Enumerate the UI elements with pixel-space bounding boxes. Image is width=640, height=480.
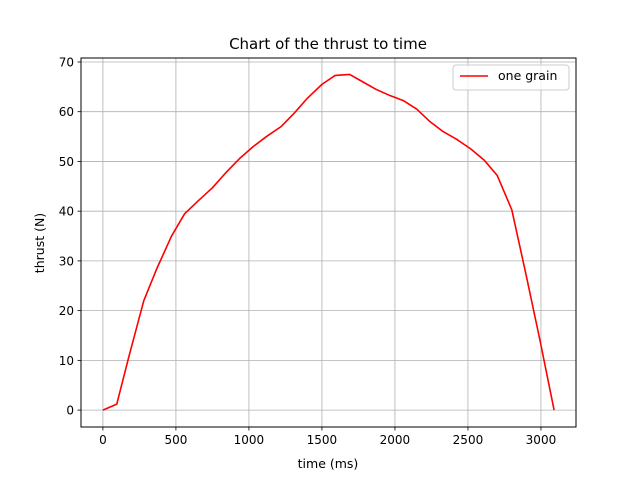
series-lines [102,73,555,411]
y-tick-label: 70 [59,55,74,69]
x-tick-label: 1000 [234,433,265,447]
x-axis-ticks: 0 500 1000 1500 2000 2500 3000 [99,427,556,447]
x-tick-label: 0 [99,433,107,447]
y-axis-ticks: 0 10 20 30 40 50 60 70 [59,55,81,418]
y-tick-label: 50 [59,155,74,169]
y-tick-label: 40 [59,205,74,219]
x-tick-label: 2500 [453,433,484,447]
x-tick-label: 1500 [307,433,338,447]
grid [81,58,576,427]
x-tick-label: 3000 [526,433,557,447]
x-tick-label: 2000 [380,433,411,447]
series-line-one-grain [102,73,555,411]
y-tick-label: 10 [59,354,74,368]
y-tick-label: 30 [59,254,74,268]
chart-title: Chart of the thrust to time [229,35,427,53]
legend: one grain [452,64,570,91]
x-tick-label: 500 [164,433,187,447]
y-tick-label: 0 [66,404,74,418]
legend-label-one-grain: one grain [498,68,557,83]
y-tick-label: 60 [59,105,74,119]
x-axis-label: time (ms) [298,456,359,471]
legend-box [452,64,570,91]
plot-frame [80,57,577,428]
y-axis-label: thrust (N) [32,213,47,273]
y-tick-label: 20 [59,304,74,318]
